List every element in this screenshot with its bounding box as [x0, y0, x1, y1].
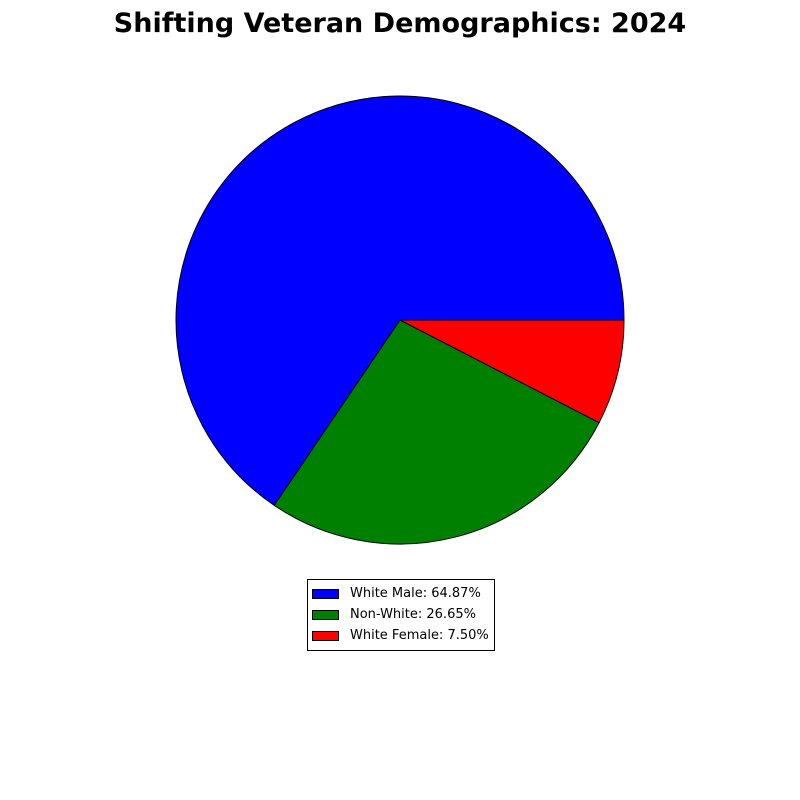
- pie-slice-white-male: [175, 95, 625, 506]
- pie-slices: [175, 95, 625, 545]
- legend-item-non-white: Non-White: 26.65%: [312, 604, 489, 625]
- legend-label-white-male: White Male: 64.87%: [350, 586, 481, 601]
- legend-label-white-female: White Female: 7.50%: [350, 628, 489, 643]
- legend: White Male: 64.87% Non-White: 26.65% Whi…: [307, 579, 495, 651]
- legend-swatch-non-white: [312, 609, 339, 620]
- pie-slice-non-white: [273, 319, 600, 545]
- legend-item-white-female: White Female: 7.50%: [312, 625, 489, 646]
- chart-title: Shifting Veteran Demographics: 2024: [113, 8, 687, 39]
- legend-swatch-white-male: [312, 588, 339, 599]
- legend-item-white-male: White Male: 64.87%: [312, 583, 489, 604]
- pie-slice-white-female: [399, 319, 625, 424]
- legend-swatch-white-female: [312, 630, 339, 641]
- legend-label-non-white: Non-White: 26.65%: [350, 607, 476, 622]
